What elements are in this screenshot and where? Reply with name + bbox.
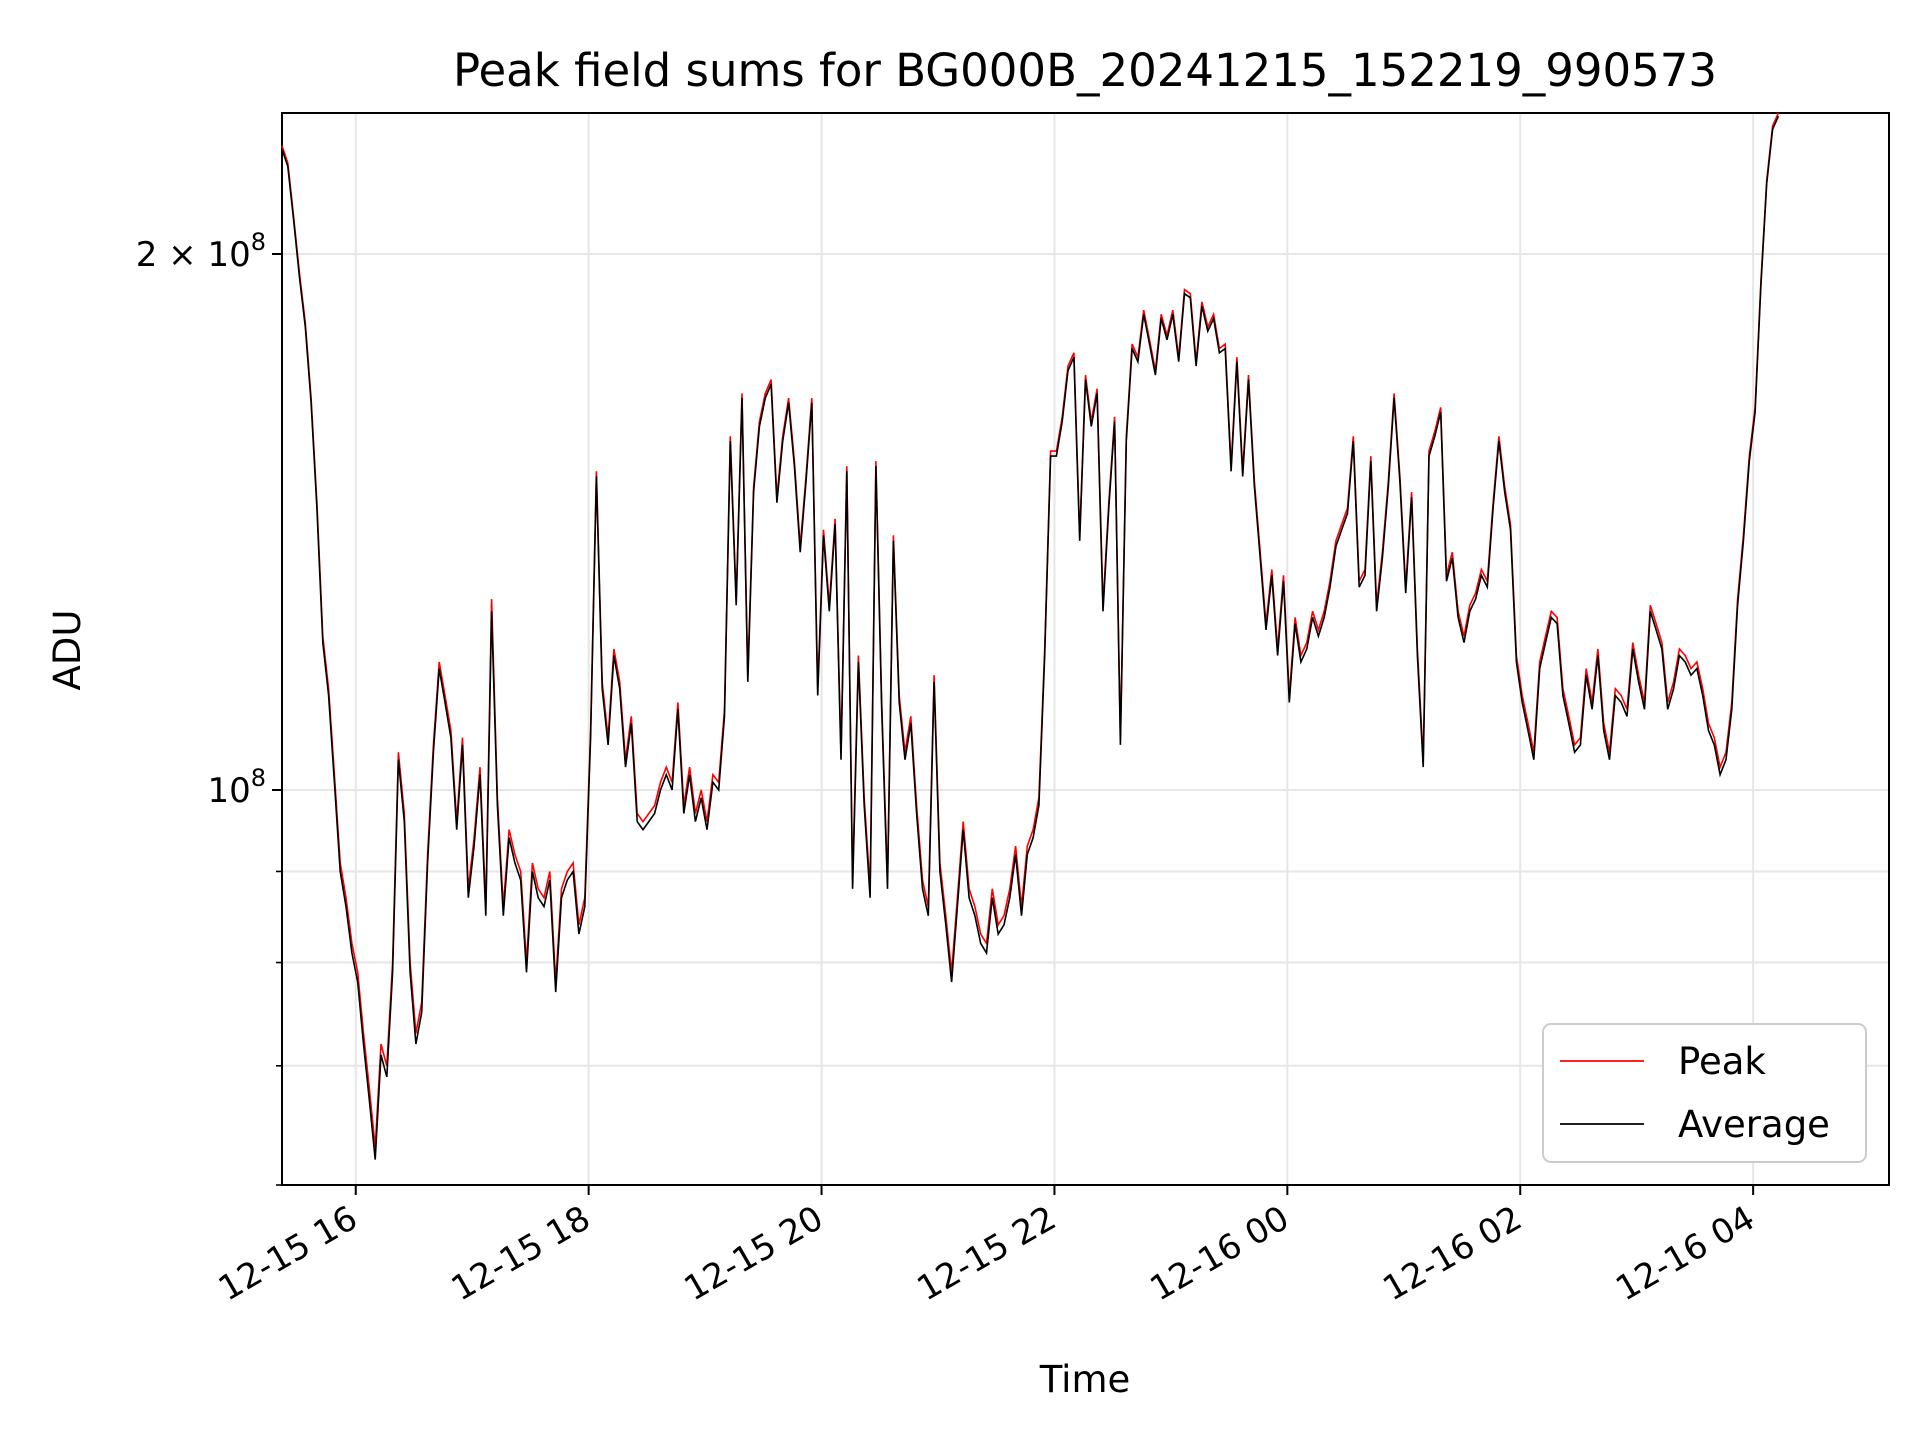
series-line-average [281, 115, 1780, 1160]
legend-label-peak: Peak [1678, 1040, 1766, 1083]
legend-label-average: Average [1678, 1103, 1830, 1146]
plot-area [281, 112, 1890, 1186]
y-axis-ticks: 108 2 × 108 [136, 228, 282, 1186]
legend: Peak Average [1542, 1023, 1867, 1163]
x-axis-label: Time [1039, 1358, 1131, 1401]
legend-box [1542, 1023, 1867, 1163]
y-tick-label: 2 × 108 [136, 228, 266, 275]
y-axis-label: ADU [46, 610, 89, 691]
axes-frame [281, 112, 1890, 1186]
chart-title: Peak field sums for BG000B_20241215_1522… [453, 44, 1717, 97]
y-tick-label: 108 [207, 764, 266, 811]
